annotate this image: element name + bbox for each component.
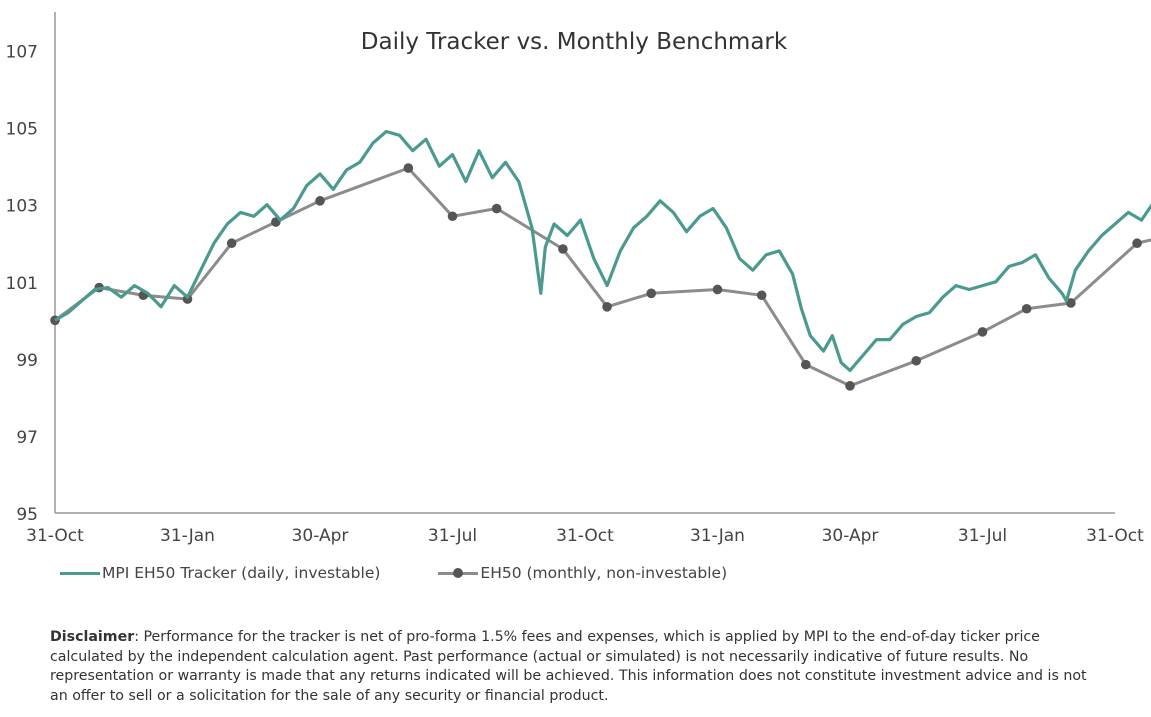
chart-title: Daily Tracker vs. Monthly Benchmark — [361, 29, 788, 55]
benchmark-point — [1066, 298, 1076, 308]
x-tick-label: 31-Oct — [556, 526, 614, 546]
legend-item-tracker: MPI EH50 Tracker (daily, investable) — [60, 564, 380, 582]
legend-marker-dot — [453, 567, 464, 578]
benchmark-point — [558, 244, 568, 254]
x-tick-label: 30-Apr — [822, 526, 879, 546]
legend-label-benchmark: EH50 (monthly, non-investable) — [480, 564, 728, 582]
benchmark-point — [491, 203, 502, 214]
y-tick-label: 95 — [16, 505, 38, 525]
x-tick-label: 31-Jan — [690, 526, 745, 546]
x-tick-label: 31-Jan — [160, 526, 215, 546]
benchmark-point — [646, 288, 657, 299]
benchmark-point — [712, 284, 723, 295]
benchmark-point — [801, 359, 811, 370]
benchmark-point — [911, 355, 922, 366]
y-tick-label: 101 — [6, 274, 38, 294]
y-tick-label: 107 — [6, 43, 38, 63]
y-tick-label: 105 — [6, 120, 38, 140]
legend: MPI EH50 Tracker (daily, investable) EH5… — [60, 564, 785, 582]
benchmark-point — [226, 238, 237, 249]
x-tick-label: 31-Oct — [1086, 526, 1144, 546]
x-tick-label: 31-Oct — [26, 526, 84, 546]
benchmark-point — [447, 211, 458, 222]
benchmark-point — [403, 163, 414, 173]
y-tick-label: 103 — [6, 197, 38, 217]
series-group — [50, 129, 1151, 391]
legend-swatch-benchmark — [438, 567, 479, 578]
disclaimer-text: : Performance for the tracker is net of … — [50, 629, 1087, 704]
benchmark-point — [315, 196, 325, 206]
x-tick-label: 31-Jul — [428, 526, 477, 546]
benchmark-point — [756, 290, 767, 301]
y-tick-label: 99 — [16, 351, 38, 371]
x-tick-label: 31-Jul — [958, 526, 1007, 546]
benchmark-point — [845, 381, 855, 391]
tracker-series-line — [54, 129, 1151, 372]
benchmark-point — [602, 302, 612, 312]
y-tick-labels: 95 97 99 101 103 105 107 — [6, 43, 38, 525]
benchmark-point — [1021, 303, 1032, 314]
y-tick-label: 97 — [16, 428, 38, 448]
legend-item-benchmark: EH50 (monthly, non-investable) — [438, 564, 727, 582]
benchmark-point — [977, 327, 988, 337]
x-tick-label: 30-Apr — [292, 526, 349, 546]
benchmark-point — [1132, 238, 1142, 249]
x-tick-labels: 31-Oct 31-Jan 30-Apr 31-Jul 31-Oct 31-Jan 30-A… — [26, 526, 1144, 546]
legend-swatch-tracker — [60, 571, 100, 575]
disclaimer: Disclaimer: Performance for the tracker … — [50, 628, 1095, 706]
legend-label-tracker: MPI EH50 Tracker (daily, investable) — [102, 564, 381, 582]
disclaimer-label: Disclaimer — [50, 629, 135, 645]
